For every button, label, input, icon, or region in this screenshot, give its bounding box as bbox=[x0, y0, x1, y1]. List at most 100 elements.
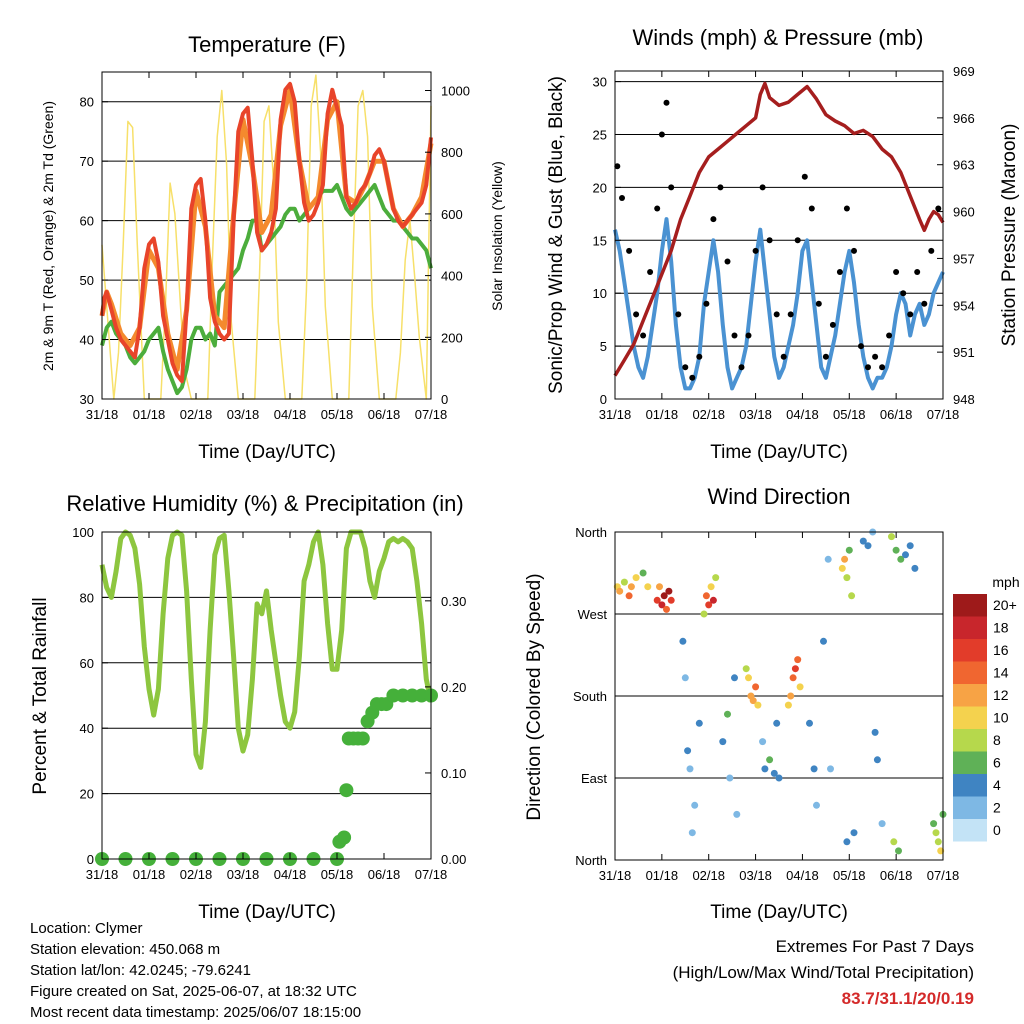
wind-direction-point bbox=[911, 564, 919, 572]
wind-direction-point bbox=[627, 583, 635, 591]
temperature-9m-line bbox=[99, 87, 434, 372]
wind-gust-point bbox=[900, 290, 907, 297]
wind-gust-point bbox=[668, 184, 675, 191]
wind-gust-point bbox=[914, 269, 921, 275]
humidity-plot-frame bbox=[101, 531, 432, 860]
direction-ylabel: Direction (Colored By Speed) bbox=[524, 573, 545, 820]
direction-x-tick-label: 02/18 bbox=[692, 868, 725, 883]
wind-gust-point bbox=[619, 195, 625, 201]
temperature-x-tick-label: 05/18 bbox=[321, 407, 354, 422]
direction-y-tick-label: North bbox=[575, 853, 607, 868]
winds-x-tick-label: 03/18 bbox=[739, 407, 772, 422]
winds-x-tick-label: 07/18 bbox=[927, 407, 960, 422]
winds-x-tick-label: 31/18 bbox=[599, 407, 632, 422]
wind-direction-point bbox=[681, 674, 689, 682]
station-latlon: Station lat/lon: 42.0245; -79.6241 bbox=[30, 962, 252, 979]
precipitation-point bbox=[339, 783, 354, 798]
precipitation-point bbox=[337, 830, 352, 845]
wind-direction-point bbox=[930, 820, 938, 828]
winds-x-tick-label: 01/18 bbox=[646, 407, 679, 422]
humidity-left-tick-label: 80 bbox=[80, 590, 94, 605]
wind-direction-point bbox=[871, 728, 879, 736]
winds-left-tick-label: 20 bbox=[593, 180, 607, 195]
recent-timestamp: Most recent data timestamp: 2025/06/07 1… bbox=[30, 1004, 362, 1021]
winds-x-tick-label: 06/18 bbox=[880, 407, 913, 422]
wind-direction-point bbox=[632, 574, 640, 582]
wind-gust-point bbox=[935, 205, 942, 212]
winds-x-tick-label: 04/18 bbox=[786, 407, 819, 422]
wind-gust-point bbox=[633, 311, 640, 318]
colorbar-label: 4 bbox=[993, 777, 1001, 793]
wind-direction-point bbox=[859, 537, 867, 545]
direction-x-tick-label: 01/18 bbox=[646, 868, 679, 883]
wind-gust-point bbox=[773, 311, 780, 318]
winds-left-tick-label: 0 bbox=[600, 392, 607, 407]
colorbar-swatch bbox=[953, 616, 987, 639]
wind-direction-point bbox=[702, 592, 710, 600]
colorbar-label: 8 bbox=[993, 732, 1001, 748]
wind-direction-point bbox=[841, 555, 849, 563]
direction-x-tick-label: 05/18 bbox=[833, 868, 866, 883]
winds-left-tick-label: 30 bbox=[593, 75, 607, 90]
humidity-left-tick-label: 0 bbox=[87, 852, 94, 867]
direction-title: Wind Direction bbox=[707, 484, 850, 509]
direction-x-tick-label: 06/18 bbox=[880, 868, 913, 883]
wind-gust-point bbox=[865, 364, 871, 371]
colorbar-label: 10 bbox=[993, 710, 1009, 726]
wind-direction-point bbox=[791, 665, 799, 673]
winds-right-tick-label: 954 bbox=[953, 298, 975, 313]
wind-gust-point bbox=[682, 364, 689, 371]
wind-direction-point bbox=[864, 542, 872, 550]
wind-gust-point bbox=[614, 163, 621, 170]
temperature-left-tick-label: 50 bbox=[80, 273, 94, 288]
temperature-right-tick-label: 1000 bbox=[441, 84, 470, 99]
solar-insolation-line bbox=[101, 74, 432, 400]
temperature-plot-frame bbox=[101, 71, 432, 400]
wind-direction-point bbox=[712, 574, 720, 582]
direction-y-tick-label: West bbox=[578, 607, 608, 622]
colorbar-label: 0 bbox=[993, 822, 1001, 838]
direction-y-tick-label: North bbox=[575, 525, 607, 540]
direction-panel: Wind Direction NorthEastSouthWestNorth31… bbox=[524, 484, 1020, 923]
wind-gust-point bbox=[717, 184, 724, 191]
wind-direction-point bbox=[890, 838, 898, 846]
humidity-x-tick-label: 03/18 bbox=[227, 867, 260, 882]
wind-gust-point bbox=[780, 353, 787, 360]
direction-grid bbox=[615, 531, 943, 861]
wind-direction-point bbox=[663, 605, 670, 613]
wind-gust-point bbox=[759, 184, 766, 191]
humidity-ticks: 31/18 01/18 02/18 03/18 04/18 05/18 06/18 07/18… bbox=[72, 525, 466, 882]
wind-direction-point bbox=[848, 592, 856, 600]
wind-gust-point bbox=[675, 311, 682, 318]
colorbar-swatch bbox=[953, 774, 987, 797]
wind-gust-point bbox=[658, 131, 665, 138]
wind-gust-point bbox=[886, 332, 893, 339]
winds-series bbox=[613, 81, 945, 391]
humidity-x-tick-label: 04/18 bbox=[274, 867, 307, 882]
colorbar-swatch bbox=[953, 661, 987, 684]
station-info: Location: Clymer Station elevation: 450.… bbox=[30, 918, 361, 1023]
temperature-xlabel: Time (Day/UTC) bbox=[198, 442, 336, 463]
extremes-box: Extremes For Past 7 Days (High/Low/Max W… bbox=[673, 934, 974, 1012]
wind-gust-point bbox=[907, 311, 914, 318]
winds-x-tick-label: 05/18 bbox=[833, 407, 866, 422]
humidity-x-tick-label: 05/18 bbox=[321, 867, 354, 882]
wind-direction-point bbox=[667, 596, 675, 604]
wind-direction-point bbox=[688, 829, 696, 837]
humidity-x-tick-label: 31/18 bbox=[86, 867, 119, 882]
wind-direction-point bbox=[794, 656, 802, 664]
temperature-left-tick-label: 30 bbox=[80, 392, 94, 407]
wind-direction-point bbox=[733, 810, 741, 818]
wind-speed-line bbox=[613, 217, 945, 391]
temperature-ticks: 31/18 01/18 02/18 03/18 04/18 05/18 06/18 07/18… bbox=[80, 72, 470, 422]
wind-direction-point bbox=[707, 583, 715, 591]
wind-direction-point bbox=[616, 587, 624, 595]
wind-gust-point bbox=[689, 374, 696, 381]
direction-y-tick-label: South bbox=[573, 689, 607, 704]
winds-right-tick-label: 969 bbox=[953, 64, 975, 79]
wind-direction-point bbox=[742, 665, 750, 673]
extremes-values: 83.7/31.1/20/0.19 bbox=[841, 989, 974, 1008]
temperature-x-tick-label: 31/18 bbox=[86, 407, 119, 422]
wind-direction-point bbox=[810, 765, 818, 773]
